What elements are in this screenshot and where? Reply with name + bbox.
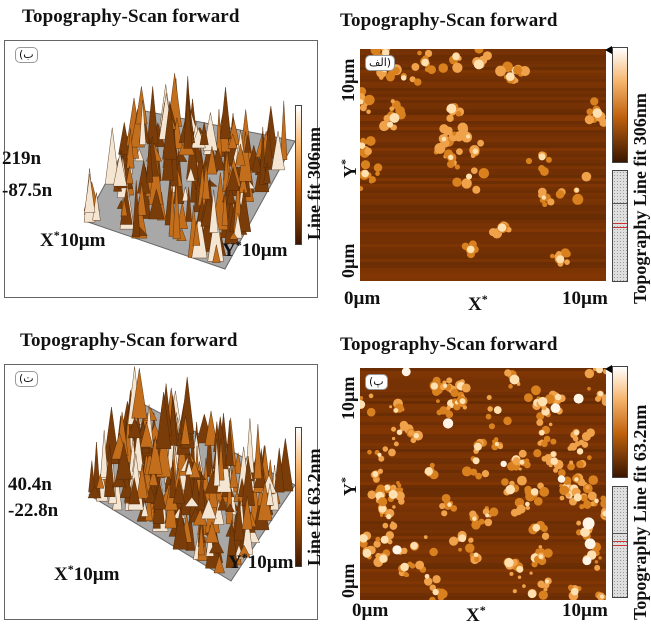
- panel-t-y-axis-label: Y*10µm: [228, 550, 294, 574]
- panel-t-colorbar-label: Line fit 63.2nm: [304, 448, 325, 566]
- panel-b-y-axis-label: Y*10µm: [222, 238, 288, 262]
- panel-p-afm-image: [360, 368, 606, 600]
- panel-t-zmin-label: -22.8n: [8, 500, 58, 522]
- panel-p-xright: 10µm: [562, 600, 608, 622]
- panel-t-title: Topography-Scan forward: [20, 330, 238, 352]
- panel-p-title: Topography-Scan forward: [340, 334, 558, 356]
- panel-alf-x-axis: X*: [468, 292, 488, 316]
- panel-p-histogram: [612, 486, 628, 598]
- panel-alf-xright: 10µm: [562, 288, 608, 310]
- panel-p-x-axis: X*: [466, 603, 486, 627]
- panel-alf-colorbar-label: Topography Line fit 306nm: [630, 93, 651, 304]
- panel-alf-xleft: 0µm: [344, 288, 380, 310]
- panel-alf-colorbar-pointer: [605, 46, 612, 54]
- panel-b-colorbar-label: Line fit 306nm: [304, 127, 325, 240]
- panel-t-zmax-label: 40.4n: [8, 474, 52, 496]
- panel-p-ybottom: 0µm: [338, 564, 359, 598]
- panel-alf-ybottom: 0µm: [338, 244, 359, 278]
- panel-t-3d-surface: [5, 365, 319, 621]
- panel-alf-ytop: 10µm: [338, 59, 359, 102]
- panel-p-colorbar-pointer: [605, 365, 612, 373]
- panel-alf-colorbar: [612, 47, 628, 163]
- panel-alf-tag: الف): [365, 55, 395, 71]
- panel-b-zmin-label: -87.5n: [2, 180, 52, 202]
- panel-p-colorbar-label: Topography Line fit 63.2nm: [630, 405, 651, 620]
- panel-alf-title: Topography-Scan forward: [340, 10, 558, 32]
- panel-p-ytop: 10µm: [338, 377, 359, 420]
- panel-b-tag: (ب: [15, 47, 38, 63]
- panel-alf-histogram: [612, 170, 628, 282]
- panel-p-y-axis: Y*: [338, 477, 361, 496]
- panel-t-tag: (ت: [15, 371, 38, 387]
- panel-alf-y-axis: Y*: [338, 159, 361, 178]
- panel-alf-afm-image: [360, 49, 606, 281]
- panel-b-zmax-label: 219n: [2, 148, 41, 170]
- panel-b-x-axis-label: X*10µm: [40, 228, 106, 252]
- panel-p-xleft: 0µm: [352, 600, 388, 622]
- panel-t-colorbar: [295, 427, 302, 567]
- panel-t-x-axis-label: X*10µm: [54, 562, 120, 586]
- panel-b-title: Topography-Scan forward: [22, 6, 240, 28]
- panel-b-colorbar: [295, 105, 302, 245]
- panel-p-tag: (پ: [365, 374, 388, 390]
- panel-p-colorbar: [612, 366, 628, 478]
